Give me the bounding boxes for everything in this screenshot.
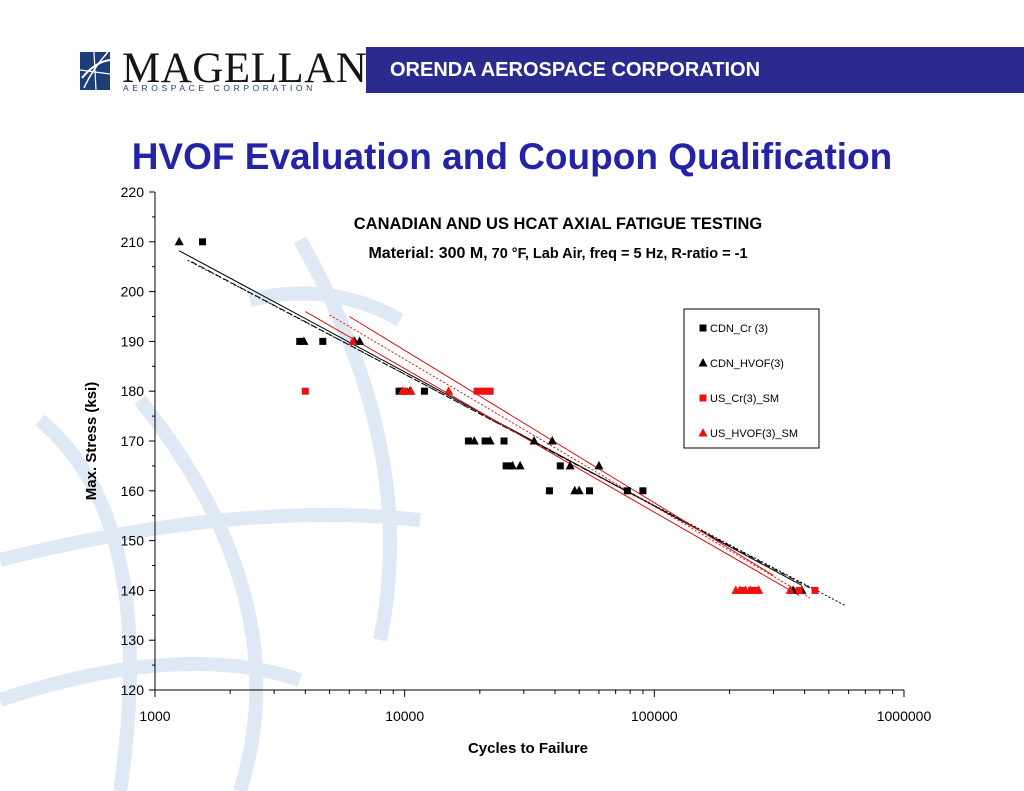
- y-tick-label: 210: [121, 234, 145, 250]
- y-tick-label: 200: [121, 284, 145, 300]
- magellan-logo: MAGELLAN AEROSPACE CORPORATION: [78, 46, 367, 96]
- y-tick-label: 140: [121, 582, 145, 598]
- x-tick-label: 10000: [385, 708, 424, 724]
- data-point: [486, 387, 494, 395]
- data-point: [586, 487, 594, 495]
- trendlines: [178, 250, 846, 606]
- y-tick-label: 120: [121, 682, 145, 698]
- chart-subtitle-conditions: 70 °F, Lab Air, freq = 5 Hz, R-ratio = -…: [488, 246, 748, 262]
- legend-label: CDN_HVOF(3): [710, 358, 784, 370]
- legend-label: CDN_Cr (3): [710, 323, 768, 335]
- data-point: [754, 585, 764, 594]
- data-point: [199, 238, 207, 246]
- data-point: [406, 386, 416, 395]
- globe-logo-icon: [79, 51, 111, 91]
- trendline: [349, 316, 774, 576]
- chart-title: CANADIAN AND US HCAT AXIAL FATIGUE TESTI…: [354, 215, 763, 233]
- data-point: [565, 460, 575, 470]
- legend-marker: [698, 358, 708, 367]
- y-tick-label: 150: [121, 533, 145, 549]
- data-point: [735, 585, 745, 594]
- legend: CDN_Cr (3) CDN_HVOF(3) US_Cr(3)_SM US_HVOF(…: [683, 308, 820, 449]
- data-point: [515, 460, 525, 470]
- data-point: [469, 436, 479, 445]
- data-point: [355, 336, 365, 345]
- data-point: [473, 387, 481, 395]
- y-tick-label: 180: [121, 383, 145, 399]
- data-point: [811, 586, 819, 594]
- data-point: [420, 387, 428, 395]
- logo-wordmark: MAGELLAN: [122, 45, 368, 92]
- data-point: [574, 485, 584, 495]
- chart-subtitle-material: Material: 300 M,: [368, 245, 487, 262]
- x-tick-label: 1000000: [877, 708, 932, 724]
- data-point: [556, 462, 564, 470]
- trendline: [329, 314, 811, 599]
- data-point: [397, 386, 407, 395]
- data-point: [623, 487, 631, 495]
- data-point: [507, 460, 517, 470]
- data-point: [174, 236, 184, 246]
- data-point: [500, 437, 508, 445]
- data-point: [464, 437, 472, 445]
- data-point: [745, 585, 755, 594]
- slide-title: HVOF Evaluation and Coupon Qualification: [131, 136, 893, 177]
- x-tick-label: 100000: [631, 708, 678, 724]
- legend-marker: [699, 394, 707, 402]
- data-point: [502, 462, 510, 470]
- data-point: [319, 337, 327, 345]
- data-markers: [174, 236, 819, 594]
- data-point: [348, 336, 358, 345]
- chart-subtitle: Material: 300 M, 70 °F, Lab Air, freq = …: [368, 245, 747, 262]
- data-point: [485, 436, 495, 445]
- legend-marker: [699, 324, 707, 332]
- data-point: [795, 586, 803, 594]
- y-tick-label: 170: [121, 433, 145, 449]
- legend-marker: [698, 428, 708, 437]
- data-point: [547, 436, 557, 445]
- data-point: [752, 586, 760, 594]
- y-tick-label: 220: [121, 184, 145, 200]
- logo-subtitle: AEROSPACE CORPORATION: [123, 83, 316, 93]
- company-header-bar: ORENDA AEROSPACE CORPORATION: [366, 47, 1024, 93]
- data-point: [545, 487, 553, 495]
- legend-label: US_Cr(3)_SM: [710, 393, 779, 405]
- data-point: [594, 460, 604, 470]
- chart-axes: 120 130 140 150 160 170 180 190 200 210 220 1000 100…: [121, 184, 932, 724]
- y-axis-label: Max. Stress (ksi): [83, 382, 100, 500]
- data-point: [296, 337, 304, 345]
- y-tick-label: 130: [121, 632, 145, 648]
- data-point: [785, 585, 795, 594]
- data-point: [444, 386, 454, 395]
- x-tick-label: 1000: [139, 708, 170, 724]
- data-point: [299, 336, 309, 345]
- y-tick-label: 190: [121, 333, 145, 349]
- data-point: [529, 436, 539, 445]
- legend-label: US_HVOF(3)_SM: [710, 428, 798, 440]
- x-axis-label: Cycles to Failure: [468, 740, 588, 757]
- data-point: [639, 487, 647, 495]
- y-tick-label: 160: [121, 483, 145, 499]
- data-point: [301, 387, 309, 395]
- data-point: [479, 387, 487, 395]
- trendline: [305, 311, 800, 596]
